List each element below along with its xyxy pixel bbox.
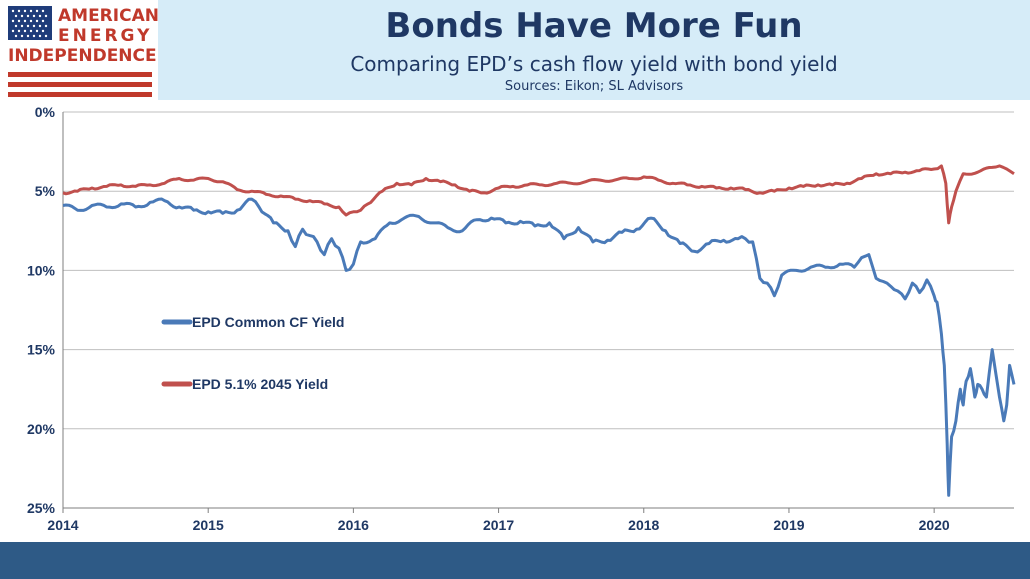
y-tick-label: 15% xyxy=(27,342,56,358)
legend-label-cf-yield: EPD Common CF Yield xyxy=(192,314,344,330)
x-tick-label: 2014 xyxy=(47,517,78,533)
legend-label-bond-yield: EPD 5.1% 2045 Yield xyxy=(192,376,328,392)
logo-line-american: AMERICAN xyxy=(58,6,159,26)
header: Bonds Have More Fun Comparing EPD’s cash… xyxy=(158,0,1030,100)
x-tick-label: 2019 xyxy=(773,517,804,533)
y-tick-label: 20% xyxy=(27,421,56,437)
y-tick-label: 0% xyxy=(35,104,56,120)
y-tick-label: 10% xyxy=(27,262,56,278)
y-tick-label: 5% xyxy=(35,183,56,199)
sources-note: Sources: Eikon; SL Advisors xyxy=(504,79,684,94)
x-tick-label: 2016 xyxy=(338,517,369,533)
series-line-bond-yield xyxy=(62,164,1015,225)
logo: AMERICAN ENERGY INDEPENDENCE xyxy=(0,0,159,100)
footer-bar xyxy=(0,542,1030,579)
page-subtitle: Comparing EPD’s cash flow yield with bon… xyxy=(350,52,838,76)
logo-line-independence: INDEPENDENCE xyxy=(8,46,157,66)
page-title: Bonds Have More Fun xyxy=(385,6,803,46)
us-flag-icon xyxy=(8,6,152,97)
x-tick-label: 2017 xyxy=(483,517,514,533)
x-tick-label: 2015 xyxy=(193,517,224,533)
y-tick-label: 25% xyxy=(27,500,56,516)
x-tick-label: 2018 xyxy=(628,517,659,533)
x-tick-label: 2020 xyxy=(919,517,950,533)
logo-line-energy: ENERGY xyxy=(58,26,153,46)
yield-chart: 0% 5% 10% 15% 20% 25% 2014 2015 2016 2017 2018 201… xyxy=(27,104,1016,533)
series-line-cf-yield xyxy=(62,197,1016,497)
